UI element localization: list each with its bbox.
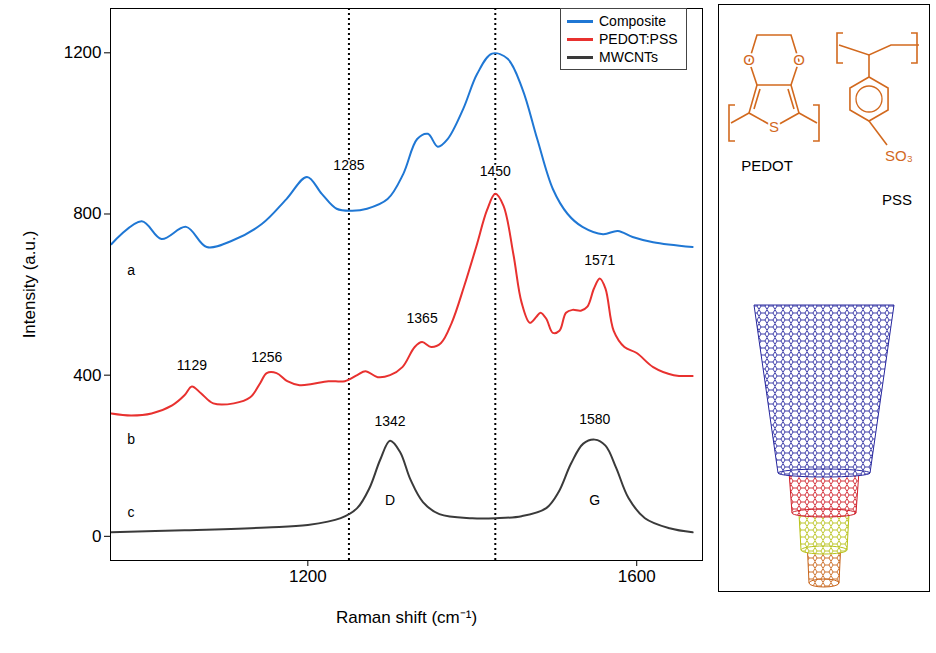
svg-text:1600: 1600 [618, 567, 656, 586]
html-text:PEDOT:PSS: PEDOT:PSS [599, 31, 678, 47]
svg-text:1256: 1256 [251, 349, 282, 365]
svg-text:PSS: PSS [882, 191, 912, 208]
svg-text:PEDOT: PEDOT [741, 157, 793, 174]
svg-text:G: G [589, 492, 600, 508]
svg-text:b: b [127, 431, 135, 447]
svg-text:1129: 1129 [177, 357, 207, 373]
svg-text:O: O [743, 51, 755, 68]
svg-text:800: 800 [73, 204, 101, 223]
svg-text:Intensity (a.u.): Intensity (a.u.) [20, 231, 39, 339]
html-text:Composite: Composite [599, 13, 666, 29]
svg-text:O: O [793, 51, 805, 68]
svg-text:0: 0 [92, 527, 101, 546]
svg-text:c: c [128, 504, 135, 520]
svg-text:Raman shift (cm⁻¹): Raman shift (cm⁻¹) [336, 608, 477, 627]
svg-text:1200: 1200 [289, 567, 327, 586]
svg-text:1285: 1285 [333, 157, 364, 173]
html-text:MWCNTs: MWCNTs [599, 49, 659, 65]
svg-text:1200: 1200 [64, 43, 102, 62]
svg-text:400: 400 [73, 366, 101, 385]
svg-text:S: S [769, 118, 779, 135]
svg-text:1365: 1365 [407, 310, 438, 326]
svg-text:SO₃: SO₃ [885, 147, 913, 164]
svg-text:D: D [385, 492, 395, 508]
svg-text:1450: 1450 [480, 163, 511, 179]
svg-text:a: a [127, 262, 135, 278]
svg-text:1342: 1342 [374, 413, 405, 429]
svg-text:1580: 1580 [579, 411, 610, 427]
svg-text:1571: 1571 [584, 252, 615, 268]
